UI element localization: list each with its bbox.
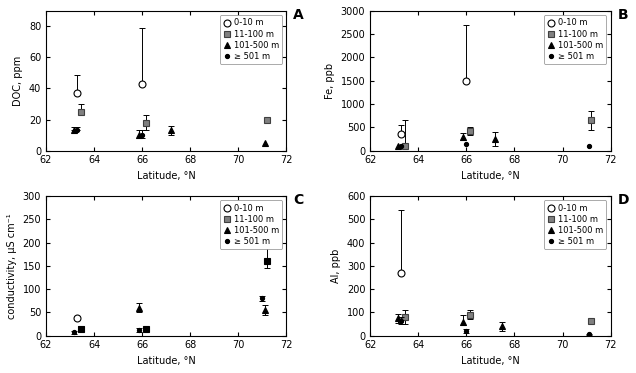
X-axis label: Latitude, °N: Latitude, °N <box>137 356 196 366</box>
Legend: 0-10 m, 11-100 m, 101-500 m, ≥ 501 m: 0-10 m, 11-100 m, 101-500 m, ≥ 501 m <box>219 200 282 249</box>
Legend: 0-10 m, 11-100 m, 101-500 m, ≥ 501 m: 0-10 m, 11-100 m, 101-500 m, ≥ 501 m <box>219 15 282 64</box>
Y-axis label: conductivity, μS cm⁻¹: conductivity, μS cm⁻¹ <box>7 213 17 319</box>
X-axis label: Latitude, °N: Latitude, °N <box>461 356 520 366</box>
Text: D: D <box>618 193 629 207</box>
Text: B: B <box>618 8 628 22</box>
X-axis label: Latitude, °N: Latitude, °N <box>461 171 520 181</box>
Y-axis label: Fe, ppb: Fe, ppb <box>325 63 335 99</box>
Legend: 0-10 m, 11-100 m, 101-500 m, ≥ 501 m: 0-10 m, 11-100 m, 101-500 m, ≥ 501 m <box>544 200 607 249</box>
Legend: 0-10 m, 11-100 m, 101-500 m, ≥ 501 m: 0-10 m, 11-100 m, 101-500 m, ≥ 501 m <box>544 15 607 64</box>
X-axis label: Latitude, °N: Latitude, °N <box>137 171 196 181</box>
Y-axis label: DOC, ppm: DOC, ppm <box>13 56 23 106</box>
Text: A: A <box>293 8 304 22</box>
Y-axis label: Al, ppb: Al, ppb <box>331 249 342 283</box>
Text: C: C <box>293 193 303 207</box>
